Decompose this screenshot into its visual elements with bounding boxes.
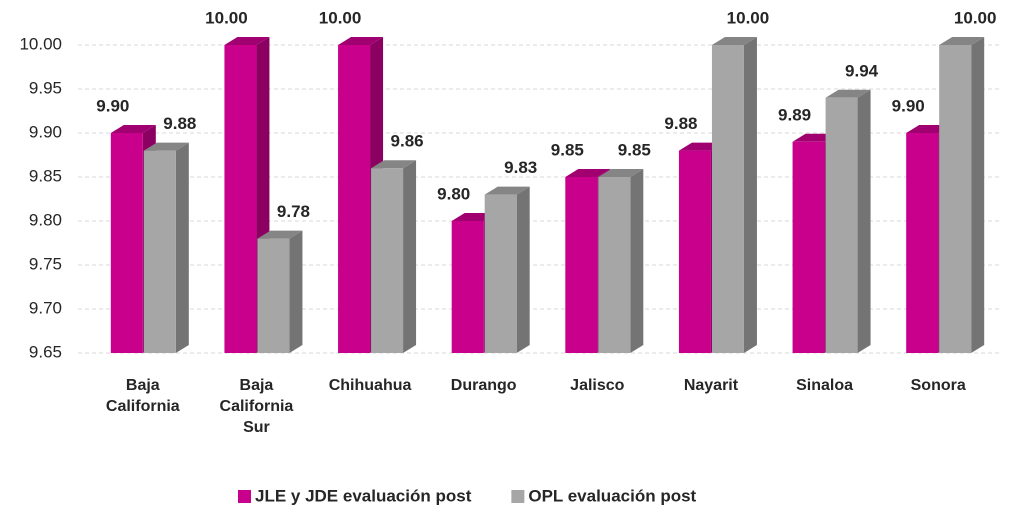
bar-top <box>939 37 985 45</box>
x-tick-label: Baja California <box>105 377 180 415</box>
data-label: 9.85 <box>618 140 651 159</box>
data-label: 9.85 <box>551 140 584 159</box>
bar-front <box>711 45 744 353</box>
bar-side <box>403 160 417 353</box>
bar <box>257 230 303 353</box>
bar-side <box>971 37 985 353</box>
x-tick-label: Baja California Sur <box>219 377 294 436</box>
bar-front <box>598 177 631 353</box>
data-label: 10.00 <box>727 8 770 27</box>
x-tick-label: Sinaloa <box>796 377 854 394</box>
bar-front <box>678 150 711 353</box>
y-tick-label: 9.70 <box>29 298 62 317</box>
y-tick-label: 9.75 <box>29 254 62 273</box>
y-tick-label: 9.90 <box>29 122 62 141</box>
legend-swatch <box>511 490 525 503</box>
data-label: 9.83 <box>504 158 537 177</box>
bar <box>143 142 189 353</box>
bar-front <box>825 97 858 353</box>
bar-top <box>711 37 757 45</box>
bar-side <box>289 230 303 353</box>
data-label: 9.90 <box>96 96 129 115</box>
x-tick-label: Sonora <box>910 377 966 394</box>
x-tick-label: Chihuahua <box>328 377 412 394</box>
legend-label: OPL evaluación post <box>528 486 696 505</box>
y-tick-label: 9.95 <box>29 78 62 97</box>
data-label: 9.86 <box>391 132 424 151</box>
x-tick-label: Durango <box>450 377 517 394</box>
bar-side <box>857 89 871 354</box>
data-label: 10.00 <box>319 8 362 27</box>
bar-side <box>175 142 189 353</box>
bar-top <box>825 89 871 98</box>
bar-front <box>939 45 972 353</box>
bar <box>711 37 757 353</box>
bar <box>224 37 270 353</box>
data-label: 9.90 <box>892 96 925 115</box>
data-label: 10.00 <box>205 8 248 27</box>
bar <box>825 89 871 354</box>
bar-front <box>565 177 598 353</box>
bar-top <box>143 142 189 151</box>
bar-front <box>143 150 176 353</box>
bar-top <box>484 186 530 195</box>
bar <box>598 169 644 353</box>
x-tick-label: Jalisco <box>570 377 625 394</box>
bar-top <box>565 169 611 177</box>
data-label: 9.88 <box>163 114 196 133</box>
bar-front <box>224 45 257 353</box>
bar-front <box>338 45 371 353</box>
bar-front <box>110 133 143 353</box>
data-label: 9.80 <box>437 184 470 203</box>
bar-top <box>110 125 156 133</box>
bar-top <box>338 37 384 45</box>
y-tick-label: 9.65 <box>29 342 62 361</box>
bar-front <box>484 194 517 353</box>
data-label: 10.00 <box>954 8 997 27</box>
data-label: 9.78 <box>277 202 310 221</box>
data-label: 9.88 <box>664 114 697 133</box>
y-tick-label: 9.80 <box>29 210 62 229</box>
y-tick-label: 10.00 <box>19 34 62 53</box>
y-tick-label: 9.85 <box>29 166 62 185</box>
data-label: 9.94 <box>845 61 879 80</box>
bar-top <box>224 37 270 45</box>
bar-front <box>792 141 825 353</box>
bar-top <box>257 230 303 239</box>
bar-front <box>257 238 290 353</box>
bar-side <box>743 37 757 353</box>
x-tick-label: Nayarit <box>683 377 739 394</box>
bar-side <box>630 169 644 353</box>
bar-front <box>906 133 939 353</box>
legend-swatch <box>238 490 251 503</box>
bar-top <box>598 169 644 177</box>
data-label: 9.89 <box>778 105 811 124</box>
bar-top <box>371 160 417 169</box>
bar <box>371 160 417 353</box>
bar <box>939 37 985 353</box>
legend-label: JLE y JDE evaluación post <box>255 486 472 505</box>
bar-front <box>451 221 484 353</box>
bar <box>484 186 530 353</box>
bar-front <box>371 168 404 353</box>
bar-side <box>516 186 530 353</box>
